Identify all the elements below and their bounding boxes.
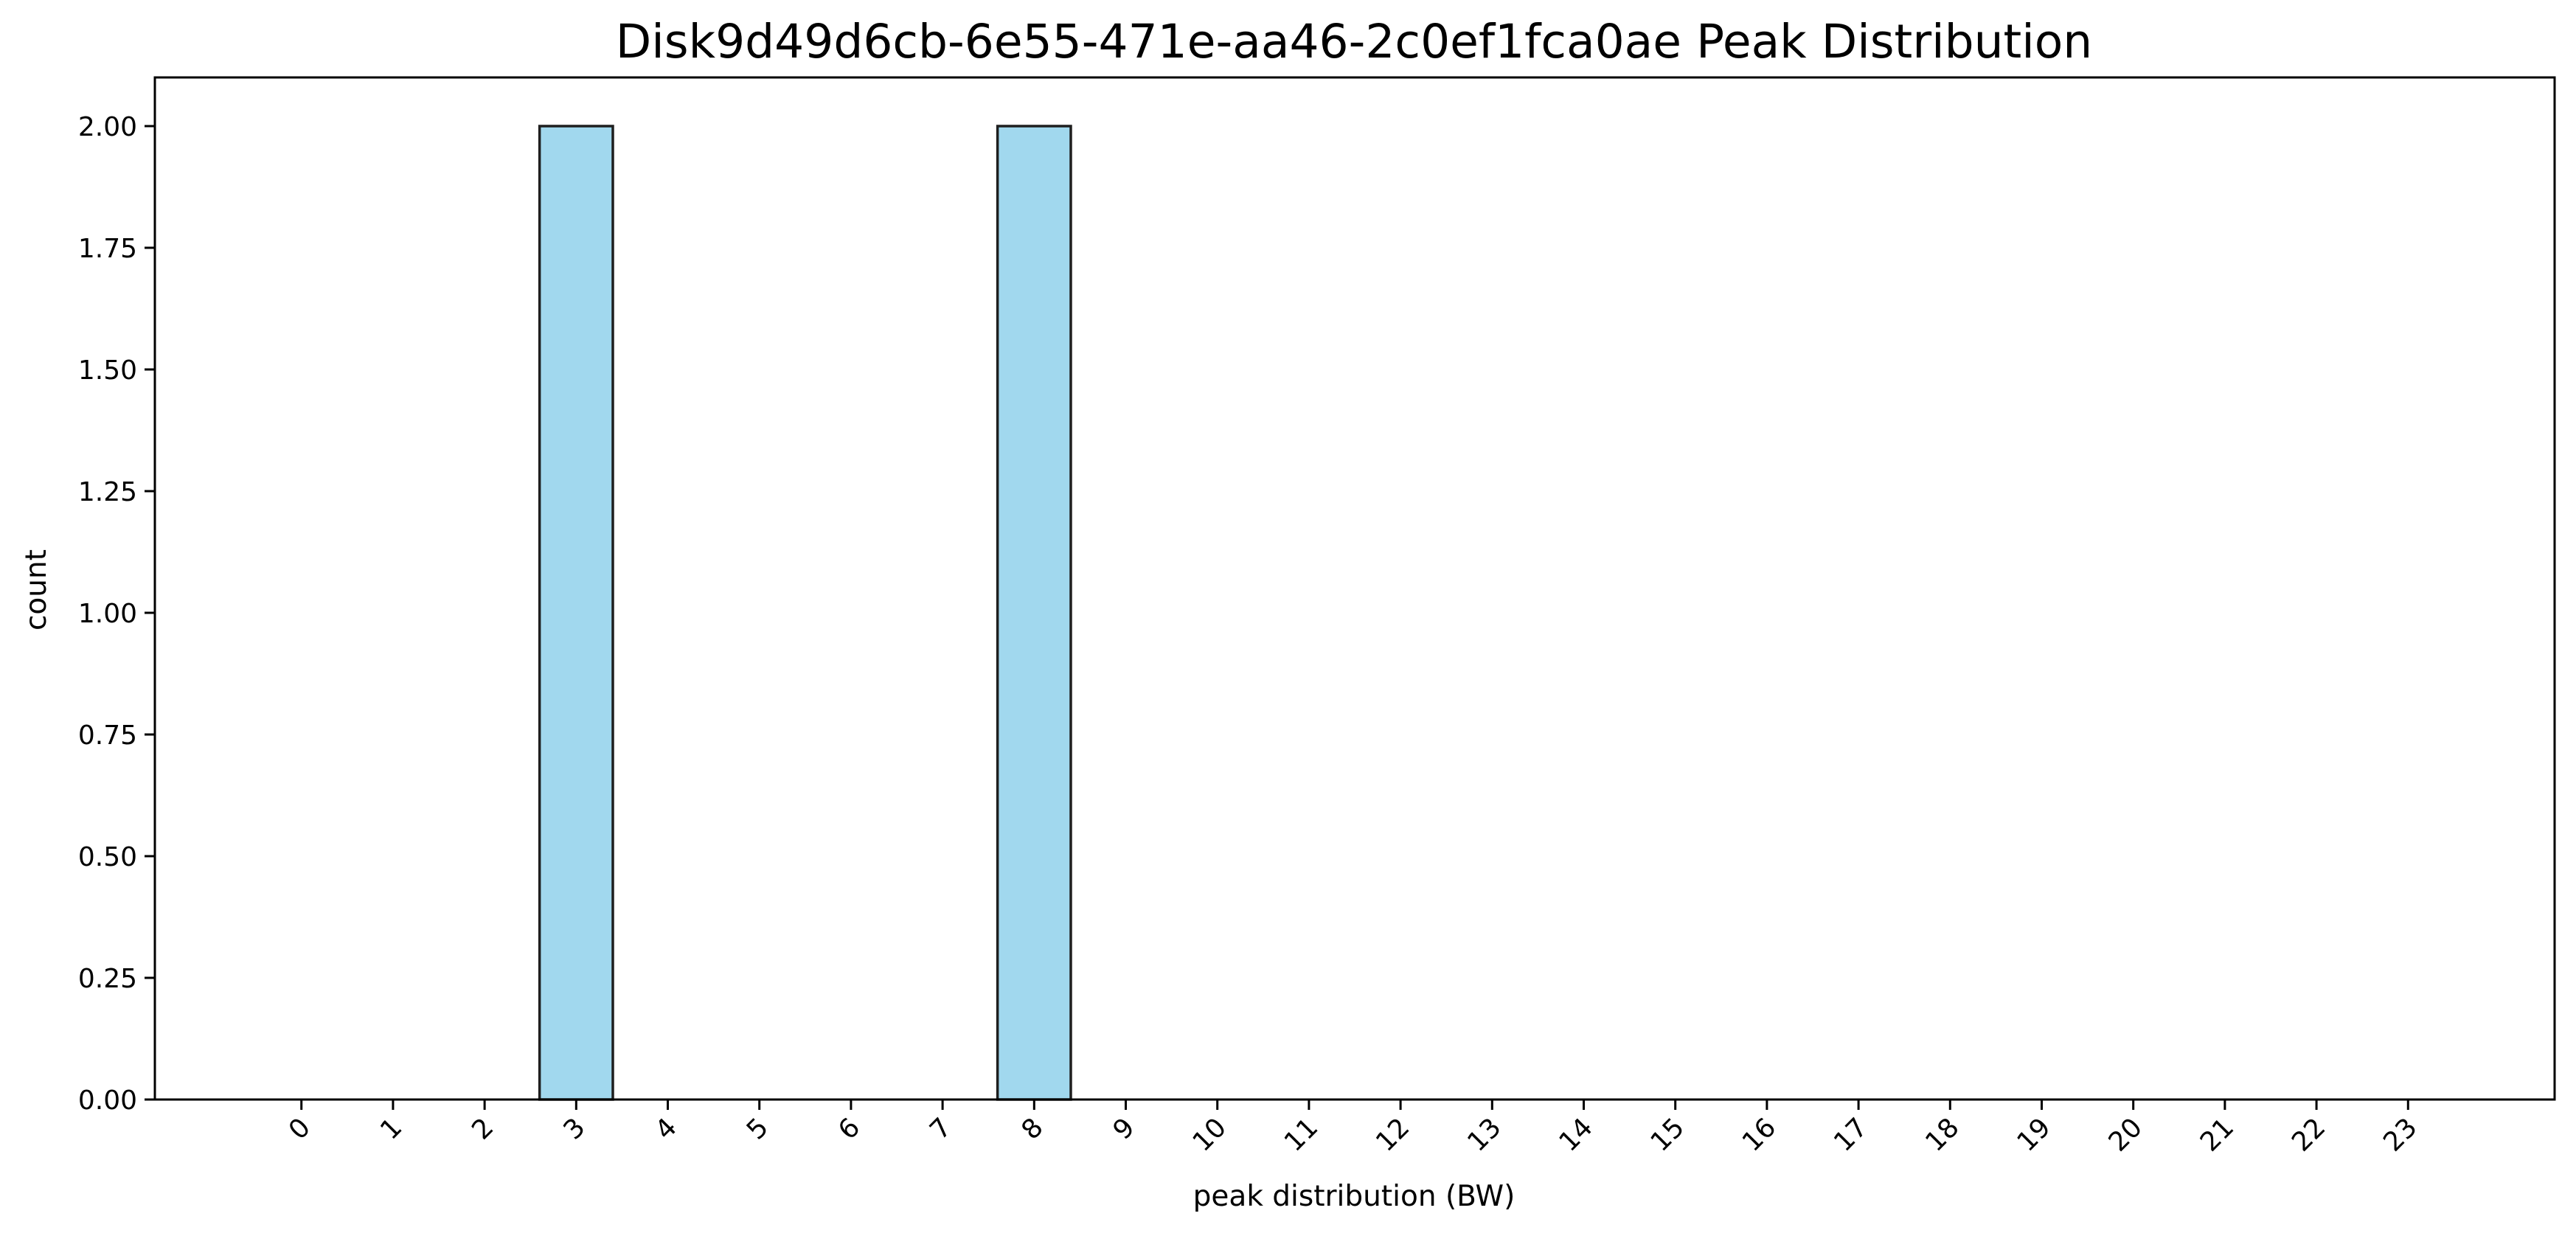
y-tick-label: 0.00: [78, 1086, 137, 1116]
x-tick-label: 17: [1828, 1112, 1873, 1157]
x-tick-label: 13: [1462, 1112, 1507, 1157]
bar-3: [538, 125, 614, 1101]
x-tick-label: 6: [833, 1112, 866, 1145]
bar-8: [996, 125, 1072, 1101]
y-tick-label: 1.50: [78, 355, 137, 386]
x-tick-label: 4: [650, 1112, 683, 1145]
x-tick-label: 3: [558, 1112, 591, 1145]
plot-area: 0.000.250.500.751.001.251.501.752.000 1 2 3…: [78, 76, 2556, 1158]
x-tick-label: 12: [1370, 1112, 1415, 1157]
x-tick-label: 1: [375, 1112, 408, 1145]
x-tick-label: 18: [1920, 1112, 1965, 1157]
y-tick-label: 2.00: [78, 112, 137, 142]
x-tick-label: 23: [2378, 1112, 2423, 1157]
x-tick-label: 7: [924, 1112, 957, 1145]
y-tick-label: 0.75: [78, 720, 137, 751]
x-tick-label: 21: [2195, 1112, 2240, 1157]
y-tick-label: 0.25: [78, 964, 137, 994]
y-tick-label: 1.25: [78, 477, 137, 507]
x-tick-label: 11: [1279, 1112, 1324, 1157]
x-tick-label: 16: [1737, 1112, 1782, 1157]
plot-frame: [153, 76, 2556, 1101]
y-tick-label: 0.50: [78, 842, 137, 872]
y-axis-label: count: [20, 549, 53, 631]
x-tick-label: 20: [2103, 1112, 2148, 1157]
x-tick-label: 22: [2286, 1112, 2331, 1157]
x-tick-label: 2: [466, 1112, 499, 1145]
x-tick-label: 8: [1016, 1112, 1049, 1145]
x-tick-label: 19: [2011, 1112, 2056, 1157]
x-axis-label: peak distribution (BW): [1193, 1180, 1516, 1213]
y-tick-label: 1.75: [78, 234, 137, 264]
x-tick-label: 10: [1187, 1112, 1232, 1157]
chart-title: Disk9d49d6cb-6e55-471e-aa46-2c0ef1fca0ae…: [616, 15, 2092, 69]
x-tick-label: 9: [1108, 1112, 1141, 1145]
x-tick-label: 0: [283, 1112, 316, 1145]
x-tick-label: 15: [1645, 1112, 1690, 1157]
x-tick-label: 5: [741, 1112, 774, 1145]
x-tick-label: 14: [1553, 1112, 1598, 1157]
y-tick-label: 1.00: [78, 599, 137, 629]
